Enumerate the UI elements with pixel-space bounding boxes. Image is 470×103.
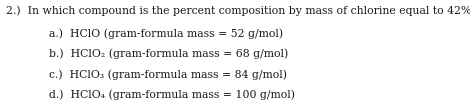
- Text: 2.)  In which compound is the percent composition by mass of chlorine equal to 4: 2.) In which compound is the percent com…: [6, 5, 470, 16]
- Text: b.)  HClO₂ (gram-formula mass = 68 g/mol): b.) HClO₂ (gram-formula mass = 68 g/mol): [49, 49, 289, 60]
- Text: c.)  HClO₃ (gram-formula mass = 84 g/mol): c.) HClO₃ (gram-formula mass = 84 g/mol): [49, 69, 287, 80]
- Text: a.)  HClO (gram-formula mass = 52 g/mol): a.) HClO (gram-formula mass = 52 g/mol): [49, 29, 283, 39]
- Text: d.)  HClO₄ (gram-formula mass = 100 g/mol): d.) HClO₄ (gram-formula mass = 100 g/mol…: [49, 89, 295, 100]
